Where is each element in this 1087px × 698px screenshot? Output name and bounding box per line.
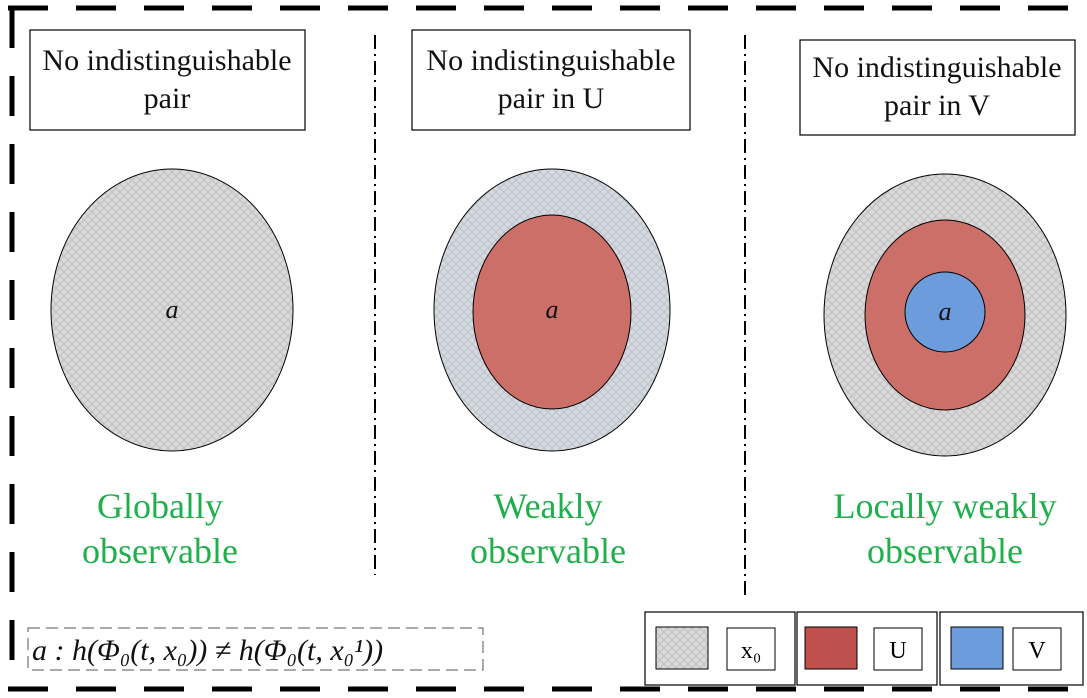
box-text: pair in U xyxy=(498,82,605,115)
outer-border xyxy=(8,5,1087,692)
region-u xyxy=(472,214,632,410)
caption: Weakly xyxy=(493,486,602,526)
box-text: No indistinguishable xyxy=(812,51,1061,84)
legend-label-box xyxy=(1012,627,1062,671)
center-label: a xyxy=(939,297,952,326)
caption: observable xyxy=(82,531,238,571)
region-v xyxy=(904,271,986,353)
label-box xyxy=(29,29,306,131)
legend-label-box xyxy=(873,627,923,671)
legend-swatch xyxy=(804,626,858,670)
legend-label: U xyxy=(889,638,906,664)
formula-box xyxy=(27,627,484,671)
legend-swatch xyxy=(950,626,1004,670)
legend-swatch xyxy=(655,626,709,670)
box-text: pair in V xyxy=(884,89,990,122)
legend-label: x₀ xyxy=(741,638,761,664)
label-box xyxy=(411,29,691,131)
caption: Locally weakly xyxy=(834,486,1057,526)
box-text: pair xyxy=(144,82,191,115)
caption: observable xyxy=(470,531,626,571)
legend: x₀ U V xyxy=(644,611,1084,686)
label-box xyxy=(799,39,1076,136)
legend-label-box xyxy=(726,627,776,671)
caption: Globally xyxy=(97,486,223,526)
box-text: No indistinguishable xyxy=(42,44,291,77)
center-label: a xyxy=(546,295,559,324)
center-label: a xyxy=(166,295,179,324)
divider xyxy=(374,35,746,600)
legend-label: V xyxy=(1028,638,1046,664)
formula: a : h(Φ₀(t, x₀)) ≠ h(Φ₀(t, x₀¹)) xyxy=(32,634,383,667)
region-x0 xyxy=(50,168,294,452)
caption: observable xyxy=(867,531,1023,571)
box-text: No indistinguishable xyxy=(426,44,675,77)
